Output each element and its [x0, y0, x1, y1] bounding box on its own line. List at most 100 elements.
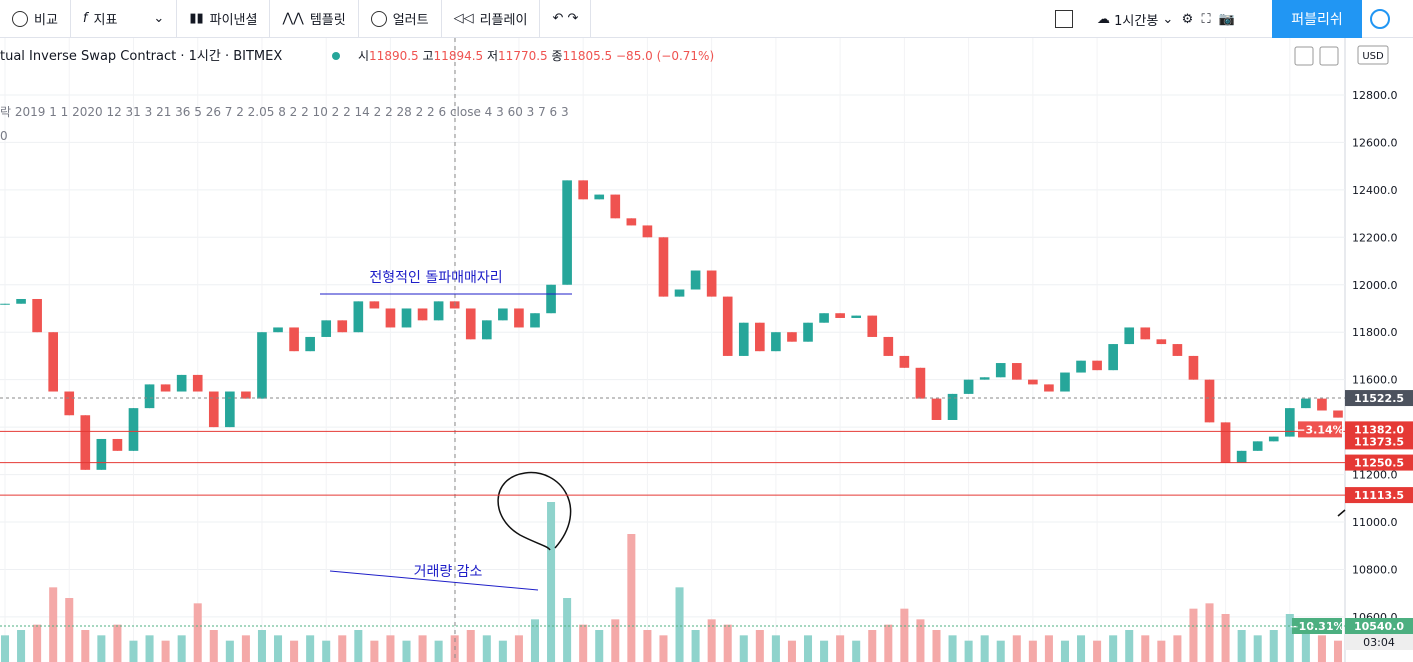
financials[interactable]: ▮▮ 파이낸셜 [177, 0, 271, 38]
candle [176, 374, 187, 392]
candle [96, 438, 107, 470]
candle [144, 384, 155, 409]
volume-bar [290, 640, 299, 662]
volume-bar [386, 635, 395, 662]
volume-bar [563, 598, 572, 662]
status-dot [332, 52, 340, 60]
volume-bar [1125, 630, 1134, 662]
candle [32, 298, 42, 333]
label: 비교 [34, 13, 58, 28]
level-label: 11250.5 [1354, 457, 1404, 470]
label: 템플릿 [309, 13, 346, 28]
candle [642, 225, 653, 238]
y-tick-label: 10800.0 [1352, 563, 1398, 576]
volume-bar [1317, 635, 1326, 662]
volume-bar [884, 624, 893, 662]
candle [481, 320, 492, 340]
label: 얼러트 [392, 13, 429, 28]
volume [0, 502, 1343, 662]
candle [1285, 408, 1295, 437]
volume-bar [627, 534, 636, 662]
templates[interactable]: ⋀⋀ 템플릿 [270, 0, 359, 38]
indicators[interactable]: f 지표 ⌄ [71, 0, 178, 38]
candle [1108, 344, 1118, 371]
volume-bar [49, 587, 58, 662]
value: 11890.5 [369, 49, 419, 63]
volume-bar [530, 619, 540, 662]
candle [995, 363, 1006, 378]
volume-bar [402, 640, 411, 662]
candle [385, 308, 396, 328]
volume-bar [691, 630, 700, 662]
candle [979, 377, 990, 380]
indicator: 락 2019 1 1 2020 12 31 3 21 36 5 26 7 2 2… [0, 105, 569, 119]
candle [128, 408, 139, 451]
candle [722, 296, 733, 356]
alerts[interactable]: 얼러트 [359, 0, 442, 38]
candle [915, 367, 926, 399]
volume-bar [418, 635, 427, 662]
drawn-line [329, 570, 539, 591]
replay[interactable]: ◁◁ 리플레이 [442, 0, 541, 38]
level-label: 11382.0 [1354, 423, 1404, 436]
candle [192, 374, 203, 392]
candle [337, 320, 348, 333]
candle [465, 308, 476, 340]
reset-button[interactable] [1319, 46, 1339, 66]
volume-bar [193, 603, 202, 662]
volume-bar [17, 630, 26, 662]
candle [835, 313, 845, 318]
label: 지표 [93, 13, 118, 28]
play-button[interactable] [1370, 9, 1390, 29]
label: 저 [487, 49, 498, 63]
volume-bar [1333, 640, 1343, 662]
volume-bar [306, 635, 315, 662]
volume-bar [97, 635, 106, 662]
candle [273, 327, 283, 333]
volume-bar [322, 640, 331, 662]
drawn-circle [497, 471, 572, 551]
publish-button[interactable]: 퍼블리쉬 [1272, 0, 1362, 38]
level-label: 11373.5 [1354, 435, 1404, 448]
volume-bar [579, 624, 588, 662]
candle [1028, 379, 1038, 385]
pct-label-bg [1298, 421, 1342, 438]
candle [771, 332, 781, 352]
candle [1236, 450, 1247, 463]
interval[interactable]: ☁ 1시간봉 ⌄ ⚙ ⛶ 📷 [1055, 0, 1235, 38]
candle [1156, 339, 1167, 345]
volume-bar [1221, 614, 1230, 662]
volume-bar [434, 640, 443, 662]
candle [1220, 422, 1231, 463]
y-tick-label: 12400.0 [1352, 184, 1398, 197]
candle [674, 289, 685, 297]
volume-bar [482, 635, 491, 662]
volume-bar [739, 635, 748, 662]
volume-bar [723, 624, 732, 662]
compare[interactable]: 비교 [0, 0, 71, 38]
y-tick-label: 12800.0 [1352, 89, 1398, 102]
volume-bar [1141, 635, 1150, 662]
candle [498, 308, 508, 321]
undo[interactable]: ↶ ↷ [540, 0, 592, 38]
volume-bar [643, 630, 652, 662]
volume-bar [257, 630, 266, 662]
candle [755, 322, 765, 352]
candle [578, 180, 588, 200]
candle [658, 237, 669, 297]
volume-bar [1237, 630, 1246, 662]
currency: USD [1362, 51, 1384, 62]
scroll-button[interactable] [1294, 46, 1314, 66]
volume-bar [868, 630, 877, 662]
last-price-label-bg [1345, 390, 1413, 407]
level-label-bg [1345, 487, 1413, 504]
candle [931, 398, 942, 420]
volume-bar [145, 635, 154, 662]
candle [160, 384, 171, 392]
volume-bar [241, 635, 250, 662]
candle [321, 320, 332, 337]
candle [48, 332, 58, 392]
annotation: 전형적인 돌파매매자리 [369, 270, 502, 286]
label: 리플레이 [479, 13, 528, 28]
countdown-bg [1345, 634, 1413, 650]
